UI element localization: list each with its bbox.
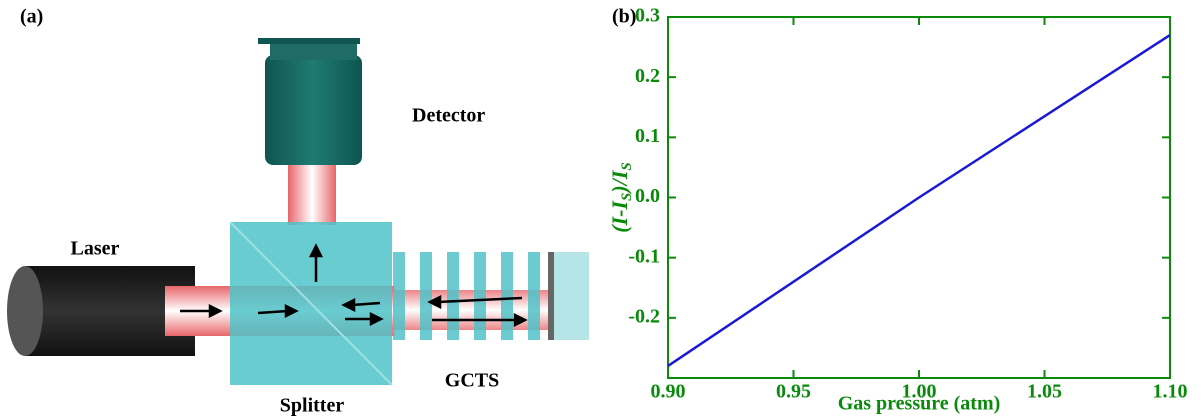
panel-label: (a) — [20, 6, 43, 28]
y-axis-label: (I-IS)/IS — [607, 162, 635, 232]
y-tick-label: 0.1 — [635, 125, 660, 147]
panel-label: (b) — [612, 6, 636, 28]
laser-face — [7, 266, 43, 356]
gcts-label: GCTS — [445, 370, 499, 392]
y-tick-label: -0.1 — [628, 245, 660, 267]
splitter-label: Splitter — [280, 395, 345, 417]
y-axis-label-part: S — [619, 193, 635, 201]
mirror — [548, 252, 554, 340]
detector-cap — [270, 42, 357, 60]
detector — [265, 55, 362, 165]
diagram: (a) Laser Detector Splitter GCTS — [7, 6, 589, 417]
y-tick-label: 0.0 — [635, 185, 660, 207]
y-axis-label-part: S — [619, 162, 635, 170]
figure: (a) Laser Detector Splitter GCTS (b) — [0, 0, 1203, 419]
detector-cap — [258, 38, 360, 44]
y-tick-label: 0.3 — [635, 5, 660, 27]
x-tick-label: 1.10 — [1153, 381, 1188, 403]
laser-label: Laser — [71, 238, 120, 260]
y-tick-label: -0.2 — [628, 305, 660, 327]
y-axis-label-part: (I-I — [607, 200, 632, 233]
detector-label: Detector — [412, 105, 485, 127]
x-tick-label: 1.05 — [1027, 381, 1062, 403]
x-tick-label: 0.90 — [651, 381, 686, 403]
x-axis-label: Gas pressure (atm) — [838, 393, 1001, 415]
y-axis-label-part: )/I — [607, 169, 632, 194]
beam — [288, 165, 336, 225]
data-line — [668, 35, 1170, 366]
y-tick-label: 0.2 — [635, 65, 660, 87]
x-tick-label: 0.95 — [776, 381, 811, 403]
